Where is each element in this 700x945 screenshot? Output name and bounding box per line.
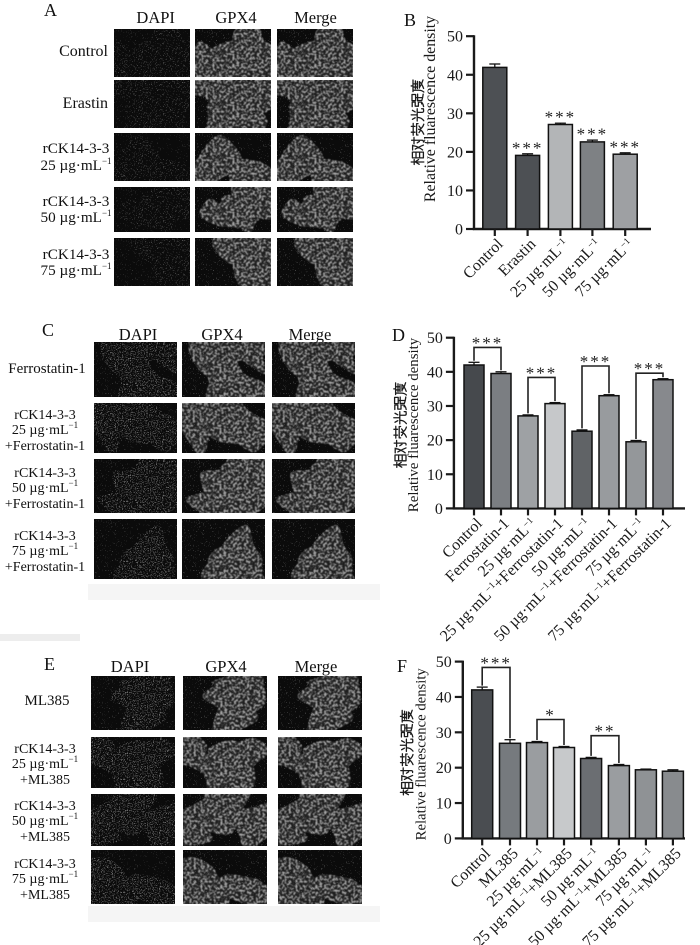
svg-text:10: 10 [447,183,463,200]
svg-text:***: *** [480,653,512,672]
svg-text:**: ** [595,722,616,741]
svg-text:***: *** [577,125,609,144]
svg-text:50: 50 [436,654,452,671]
svg-text:20: 20 [447,144,463,161]
svg-text:20: 20 [436,760,452,777]
svg-text:40: 40 [427,364,443,381]
svg-text:***: *** [634,359,666,378]
svg-text:***: *** [472,333,504,352]
svg-text:40: 40 [436,689,452,706]
svg-text:***: *** [545,108,577,127]
svg-text:***: *** [512,138,543,157]
svg-text:30: 30 [427,398,443,415]
svg-text:*: * [545,706,556,725]
svg-text:30: 30 [436,725,452,742]
svg-text:Control: Control [460,235,507,282]
svg-text:10: 10 [436,796,452,813]
svg-text:30: 30 [447,106,463,123]
svg-text:0: 0 [435,501,443,518]
svg-text:Relative fluarescence density: Relative fluarescence density [422,16,439,202]
svg-text:0: 0 [444,831,452,848]
svg-text:0: 0 [455,222,463,239]
svg-text:***: *** [580,352,612,371]
svg-text:***: *** [526,363,558,382]
svg-text:Relative fluarescence density: Relative fluarescence density [406,337,422,512]
svg-text:10: 10 [427,467,443,484]
svg-text:50: 50 [447,29,463,46]
svg-text:***: *** [609,137,641,156]
svg-text:50: 50 [427,330,443,347]
svg-text:40: 40 [447,67,463,84]
svg-text:20: 20 [427,433,443,450]
svg-text:Relative fluarescence density: Relative fluarescence density [413,668,429,841]
